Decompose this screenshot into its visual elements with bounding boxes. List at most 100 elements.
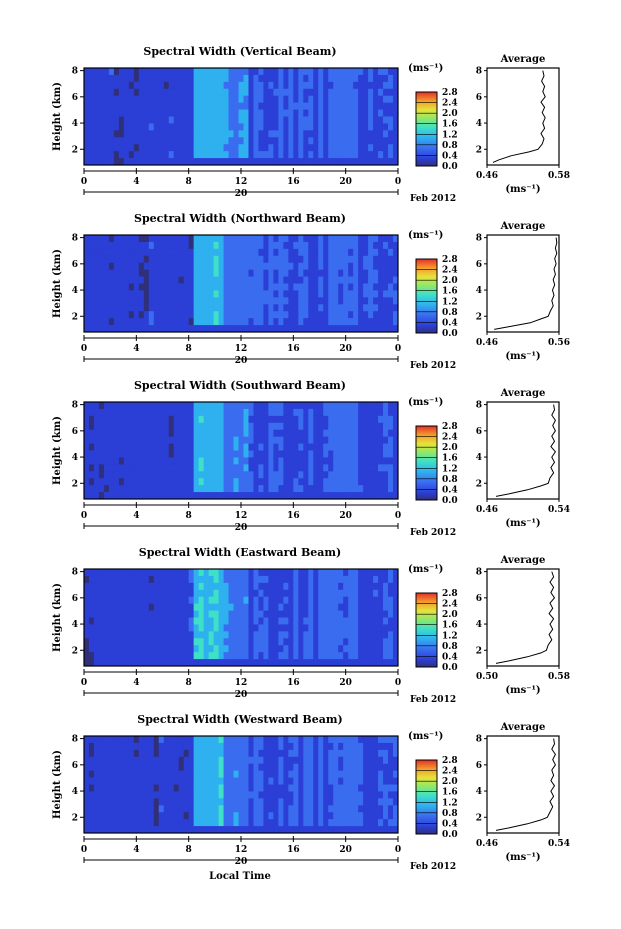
heatmap-cell xyxy=(118,749,125,758)
heatmap-cell xyxy=(248,784,254,792)
heatmap-cell xyxy=(198,158,205,166)
heatmap-cell xyxy=(388,589,394,598)
heatmap-cell xyxy=(98,471,105,479)
heatmap-cell xyxy=(93,492,100,500)
heatmap-cell xyxy=(133,798,140,806)
heatmap-cell xyxy=(338,610,344,618)
heatmap-cell xyxy=(308,603,314,611)
heatmap-cell xyxy=(208,130,214,138)
heatmap-cell xyxy=(153,659,160,667)
heatmap-cell xyxy=(148,144,155,152)
heatmap-cell xyxy=(238,144,244,152)
heatmap-cell xyxy=(328,805,334,813)
heatmap-cell xyxy=(183,325,190,333)
heatmap-cell xyxy=(248,283,254,291)
heatmap-cell xyxy=(248,116,254,124)
heatmap-cell xyxy=(293,631,299,639)
heatmap-cell xyxy=(173,638,180,646)
heatmap-cell xyxy=(233,812,239,820)
heatmap-cell xyxy=(248,631,254,639)
x-tick-label: 16 xyxy=(287,678,300,688)
heatmap-cell xyxy=(233,450,239,458)
heatmap-cell xyxy=(158,624,165,632)
heatmap-cell xyxy=(223,68,229,76)
heatmap-cell xyxy=(318,624,324,632)
heatmap-cell xyxy=(158,116,165,124)
heatmap-cell xyxy=(98,130,105,138)
heatmap-cell xyxy=(153,777,160,785)
heatmap-cell xyxy=(228,304,234,312)
heatmap-cell xyxy=(373,645,379,653)
heatmap-cell xyxy=(363,137,369,145)
heatmap-cell xyxy=(383,269,389,277)
heatmap-cell xyxy=(363,74,369,83)
heatmap-cell xyxy=(188,777,195,785)
y-tick-label: 4 xyxy=(72,787,78,797)
heatmap-cell xyxy=(383,582,389,591)
heatmap-cell xyxy=(343,603,349,611)
heatmap-cell xyxy=(88,144,95,152)
heatmap-cell xyxy=(178,631,185,639)
heatmap-cell xyxy=(208,158,214,166)
heatmap-cell xyxy=(133,325,140,333)
heatmap-cell xyxy=(158,144,165,152)
heatmap-cell xyxy=(338,471,344,479)
heatmap-cell xyxy=(103,798,110,806)
heatmap-cell xyxy=(263,144,269,152)
heatmap-cell xyxy=(203,582,209,591)
heatmap-cell xyxy=(178,652,185,660)
heatmap-cell xyxy=(358,255,364,264)
heatmap-cell xyxy=(223,492,229,500)
heatmap-cell xyxy=(128,81,135,90)
heatmap-cell xyxy=(298,415,304,424)
heatmap-cell xyxy=(128,610,135,618)
panel-title: Spectral Width (Northward Beam) xyxy=(134,212,346,225)
heatmap-cell xyxy=(143,262,150,271)
heatmap-cell xyxy=(103,325,110,333)
heatmap-cell xyxy=(313,492,319,500)
heatmap-cell xyxy=(253,638,259,646)
heatmap-cell xyxy=(163,436,170,444)
heatmap-cell xyxy=(313,777,319,785)
heatmap-cell xyxy=(238,102,244,110)
heatmap-cell xyxy=(233,297,239,305)
heatmap-cell xyxy=(203,290,209,298)
heatmap-cell xyxy=(228,443,234,451)
heatmap-cell xyxy=(153,235,160,243)
heatmap-cell xyxy=(393,457,399,465)
heatmap-cell xyxy=(283,798,289,806)
heatmap-cell xyxy=(213,311,219,319)
heatmap-cell xyxy=(133,248,140,257)
heatmap-cell xyxy=(293,81,299,90)
heatmap-cell xyxy=(208,812,214,820)
heatmap-cell xyxy=(238,784,244,792)
heatmap-cell xyxy=(333,408,339,417)
heatmap-cell xyxy=(253,402,259,410)
heatmap-cell xyxy=(223,151,229,159)
heatmap-cell xyxy=(158,262,165,271)
colorbar-tick-label: 2.8 xyxy=(442,422,458,432)
heatmap-cell xyxy=(133,102,140,110)
heatmap-cell xyxy=(318,429,324,438)
heatmap-cell xyxy=(273,582,279,591)
heatmap-cell xyxy=(323,318,329,326)
heatmap-cell xyxy=(153,429,160,438)
heatmap-cell xyxy=(393,798,399,806)
heatmap-cell xyxy=(98,645,105,653)
heatmap-cell xyxy=(118,81,125,90)
heatmap-cell xyxy=(278,784,284,792)
heatmap-cell xyxy=(133,144,140,152)
heatmap-cell xyxy=(283,443,289,451)
heatmap-cell xyxy=(233,617,239,625)
heatmap-cell xyxy=(313,631,319,639)
heatmap-cell xyxy=(233,784,239,792)
heatmap-cell xyxy=(228,151,234,159)
heatmap-cell xyxy=(223,88,229,97)
heatmap-cell xyxy=(98,819,105,827)
heatmap-cell xyxy=(198,819,205,827)
heatmap-cell xyxy=(283,290,289,298)
heatmap-cell xyxy=(248,158,254,166)
heatmap-cell xyxy=(383,464,389,472)
heatmap-cell xyxy=(193,408,200,417)
heatmap-cell xyxy=(93,485,100,493)
